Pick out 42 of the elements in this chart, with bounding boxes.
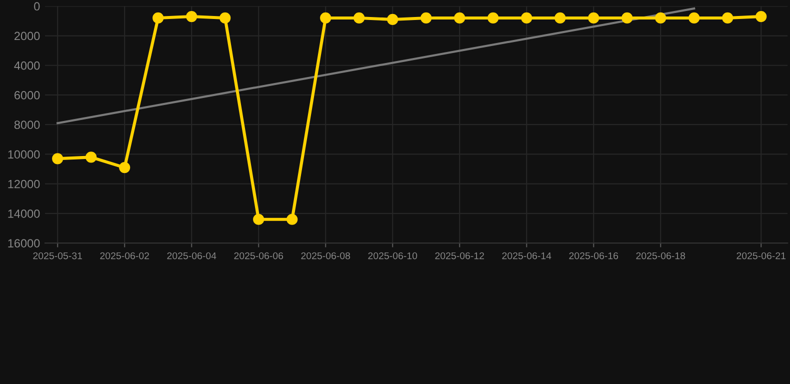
point (253, 214, 264, 225)
point (186, 10, 198, 22)
x-tick-label: 2025-06-14 (502, 252, 552, 260)
y-tick-label: 10000 (8, 150, 40, 159)
point (588, 12, 600, 24)
point (554, 12, 566, 24)
x-tick-label: 2025-06-08 (301, 252, 350, 260)
point (688, 12, 700, 24)
point (152, 12, 164, 24)
y-tick-label: 8000 (14, 120, 40, 129)
y-tick-label: 4000 (14, 61, 40, 70)
point (119, 162, 130, 174)
y-tick-label: 16000 (8, 239, 40, 248)
y-tick-label: 14000 (8, 209, 40, 218)
y-tick-label: 6000 (14, 91, 40, 100)
x-tick-label: 2025-06-16 (569, 252, 618, 260)
point (220, 12, 231, 24)
x-tick-label: 2025-06-12 (435, 252, 484, 260)
point (722, 12, 734, 24)
point (52, 153, 64, 164)
point (756, 10, 767, 22)
point (655, 12, 666, 24)
x-tick-label: 2025-06-04 (167, 252, 216, 260)
x-tick-label: 2025-06-02 (100, 252, 149, 260)
y-tick-label: 12000 (8, 180, 40, 188)
x-tick-label: 2025-06-21 (736, 252, 786, 260)
point (420, 12, 432, 24)
x-tick-label: 2025-05-31 (33, 252, 82, 260)
point (86, 152, 97, 163)
y-tick-label: 2000 (14, 32, 40, 40)
y-tick-label: 0 (34, 2, 40, 11)
point (454, 12, 466, 24)
x-tick-label: 2025-06-10 (368, 252, 418, 260)
point (622, 12, 633, 24)
x-tick-label: 2025-06-18 (636, 252, 686, 260)
point (488, 12, 499, 24)
x-tick-label: 2025-06-06 (234, 252, 284, 260)
point (387, 14, 398, 26)
point (286, 214, 298, 225)
point (521, 12, 532, 24)
point (354, 12, 365, 24)
point (320, 12, 332, 24)
